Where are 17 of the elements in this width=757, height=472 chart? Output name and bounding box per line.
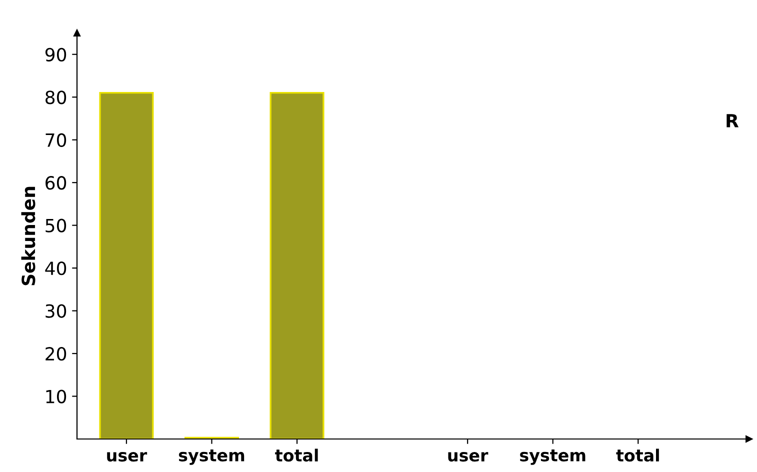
- x-tick-label: system: [178, 450, 244, 465]
- y-tick-label: 70: [46, 133, 66, 147]
- x-tick-label: system: [520, 450, 586, 465]
- y-tick-label: 60: [46, 176, 66, 190]
- y-tick-label: 30: [46, 304, 66, 318]
- annotation: R: [726, 114, 739, 128]
- y-tick-label: 40: [45, 262, 66, 276]
- y-tick-label: 20: [46, 346, 66, 361]
- x-tick-label: user: [448, 452, 488, 462]
- x-tick-label: total: [275, 448, 318, 462]
- y-tick-label: 80: [46, 90, 66, 104]
- y-tick-label: 50: [46, 218, 66, 232]
- y-tick-label: 10: [46, 390, 66, 404]
- x-tick-label: total: [616, 448, 659, 462]
- x-tick-label: user: [107, 452, 148, 462]
- y-axis-title: Sekunden: [21, 186, 36, 286]
- y-tick-label: 90: [45, 48, 66, 62]
